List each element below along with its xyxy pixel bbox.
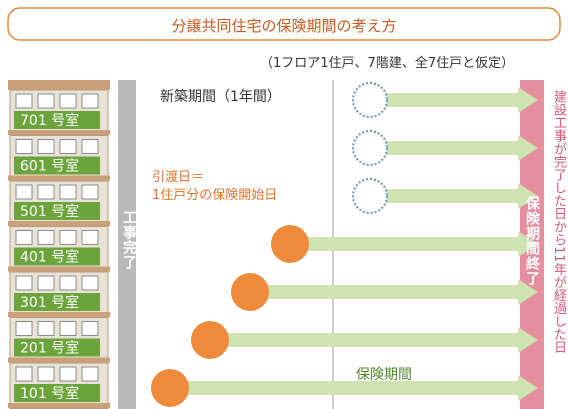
arrow-body <box>210 333 520 347</box>
floor-label: 601 号室 <box>20 158 79 175</box>
window <box>60 140 76 154</box>
start-circle <box>353 131 387 165</box>
end-note: 建設工事が完了した日から11年が経過した日 <box>549 90 568 354</box>
arrow-body <box>370 93 520 107</box>
window <box>60 322 76 336</box>
window <box>38 185 54 199</box>
floor-label: 201 号室 <box>20 340 79 357</box>
window <box>16 185 32 199</box>
window <box>38 94 54 108</box>
handover-label-2: 1住戸分の保険開始日 <box>152 184 277 203</box>
roof <box>8 80 110 90</box>
start-circle <box>353 83 387 117</box>
window <box>82 322 98 336</box>
window <box>82 276 98 290</box>
arrow-body <box>370 189 520 203</box>
window <box>82 94 98 108</box>
new-period-label: 新築期間（1年間） <box>160 86 281 106</box>
window <box>38 322 54 336</box>
window <box>16 94 32 108</box>
start-circle <box>271 225 309 263</box>
balcony <box>8 403 110 408</box>
window <box>38 140 54 154</box>
window <box>82 140 98 154</box>
window <box>60 185 76 199</box>
balcony <box>8 130 110 135</box>
arrow-body <box>170 381 520 395</box>
window <box>38 276 54 290</box>
arrow-body <box>290 237 520 251</box>
window <box>38 367 54 381</box>
arrow-body <box>250 285 520 299</box>
start-circle <box>191 321 229 359</box>
balcony <box>8 358 110 363</box>
floor-label: 101 号室 <box>20 385 79 402</box>
window <box>60 94 76 108</box>
window <box>38 231 54 245</box>
window <box>82 231 98 245</box>
completion-label: 工事完了 <box>119 210 139 270</box>
window <box>60 276 76 290</box>
window <box>60 367 76 381</box>
balcony <box>8 221 110 226</box>
floor-label: 401 号室 <box>20 249 79 266</box>
start-circle <box>151 369 189 407</box>
window <box>16 276 32 290</box>
page: 701 号室 601 号室 501 号室 401 号室 301 号室 201 号室 101 … <box>0 0 568 409</box>
window <box>82 367 98 381</box>
insurance-period-label: 保険期間 <box>356 364 412 384</box>
floor-label: 301 号室 <box>20 294 79 311</box>
balcony <box>8 267 110 272</box>
window <box>60 231 76 245</box>
arrow-body <box>370 141 520 155</box>
window <box>16 367 32 381</box>
window <box>16 322 32 336</box>
title: 分譲共同住宅の保険期間の考え方 <box>0 15 568 36</box>
balcony <box>8 176 110 181</box>
floor-label: 501 号室 <box>20 203 79 220</box>
start-circle <box>353 179 387 213</box>
note: （1フロア1住戸、7階建、全7住戸と仮定） <box>260 52 514 71</box>
floor-label: 701 号室 <box>20 112 79 129</box>
handover-label-1: 引渡日＝ <box>152 166 204 185</box>
balcony <box>8 312 110 317</box>
start-circle <box>231 273 269 311</box>
window <box>16 231 32 245</box>
end-label: 保険期間終了 <box>522 196 542 286</box>
window <box>82 185 98 199</box>
window <box>16 140 32 154</box>
